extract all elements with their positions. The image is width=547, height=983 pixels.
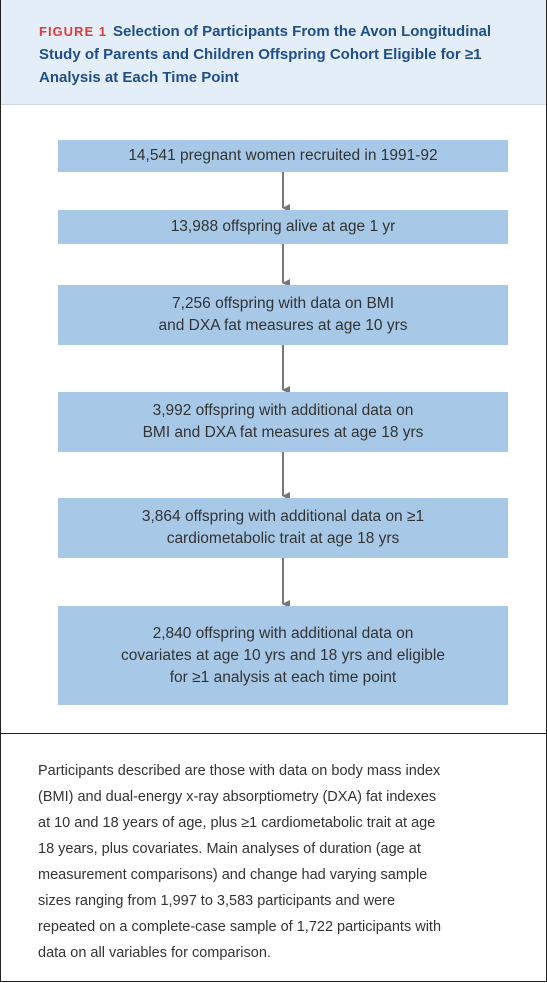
caption-line: repeated on a complete-case sample of 1,… (38, 919, 442, 935)
box-text: covariates at age 10 yrs and 18 yrs and … (121, 646, 445, 664)
caption-line: sizes ranging from 1,997 to 3,583 partic… (38, 893, 396, 909)
figure-label: FIGURE 1 (39, 24, 107, 39)
flow-box: 13,988 offspring alive at age 1 yr (58, 210, 508, 244)
flow-box: 7,256 offspring with data on BMI and DXA … (58, 285, 508, 345)
box-text: 14,541 pregnant women recruited in 1991-… (128, 147, 438, 164)
header-text: FIGURE 1 Selection of Participants From t… (39, 20, 499, 89)
caption-line: data on all variables for comparison. (38, 945, 271, 961)
box-text: and DXA fat measures at age 10 yrs (158, 317, 408, 334)
separator (1, 733, 546, 734)
header: FIGURE 1 Selection of Participants From t… (1, 0, 546, 105)
box-text: 3,992 offspring with additional data on (152, 402, 414, 419)
caption-line: Participants described are those with da… (38, 763, 441, 779)
box-text: cardiometabolic trait at age 18 yrs (166, 530, 400, 547)
caption: Participants described are those with da… (38, 758, 441, 966)
flow-box: 14,541 pregnant women recruited in 1991-… (58, 140, 508, 172)
caption-line: at 10 and 18 years of age, plus ≥1 cardi… (38, 815, 436, 831)
flow-box: 3,992 offspring with additional data on B… (58, 392, 508, 452)
box-text: 13,988 offspring alive at age 1 yr (170, 218, 396, 235)
box-text: 7,256 offspring with data on BMI (171, 295, 395, 312)
box-text: 2,840 offspring with additional data on (152, 624, 414, 642)
caption-line: measurement comparisons) and change had … (38, 867, 428, 883)
caption-line: 18 years, plus covariates. Main analyses… (38, 841, 421, 857)
flow-box: 2,840 offspring with additional data on c… (58, 606, 508, 705)
box-text: BMI and DXA fat measures at age 18 yrs (142, 424, 424, 441)
arrows (282, 172, 290, 608)
caption-line: (BMI) and dual-energy x-ray absorptiomet… (38, 789, 437, 805)
flow-box: 3,864 offspring with additional data on … (58, 498, 508, 558)
box-text: 3,864 offspring with additional data on … (141, 508, 425, 525)
figure-title: Selection of Participants From the Avon … (39, 23, 492, 86)
box-text: for ≥1 analysis at each time point (169, 668, 397, 686)
